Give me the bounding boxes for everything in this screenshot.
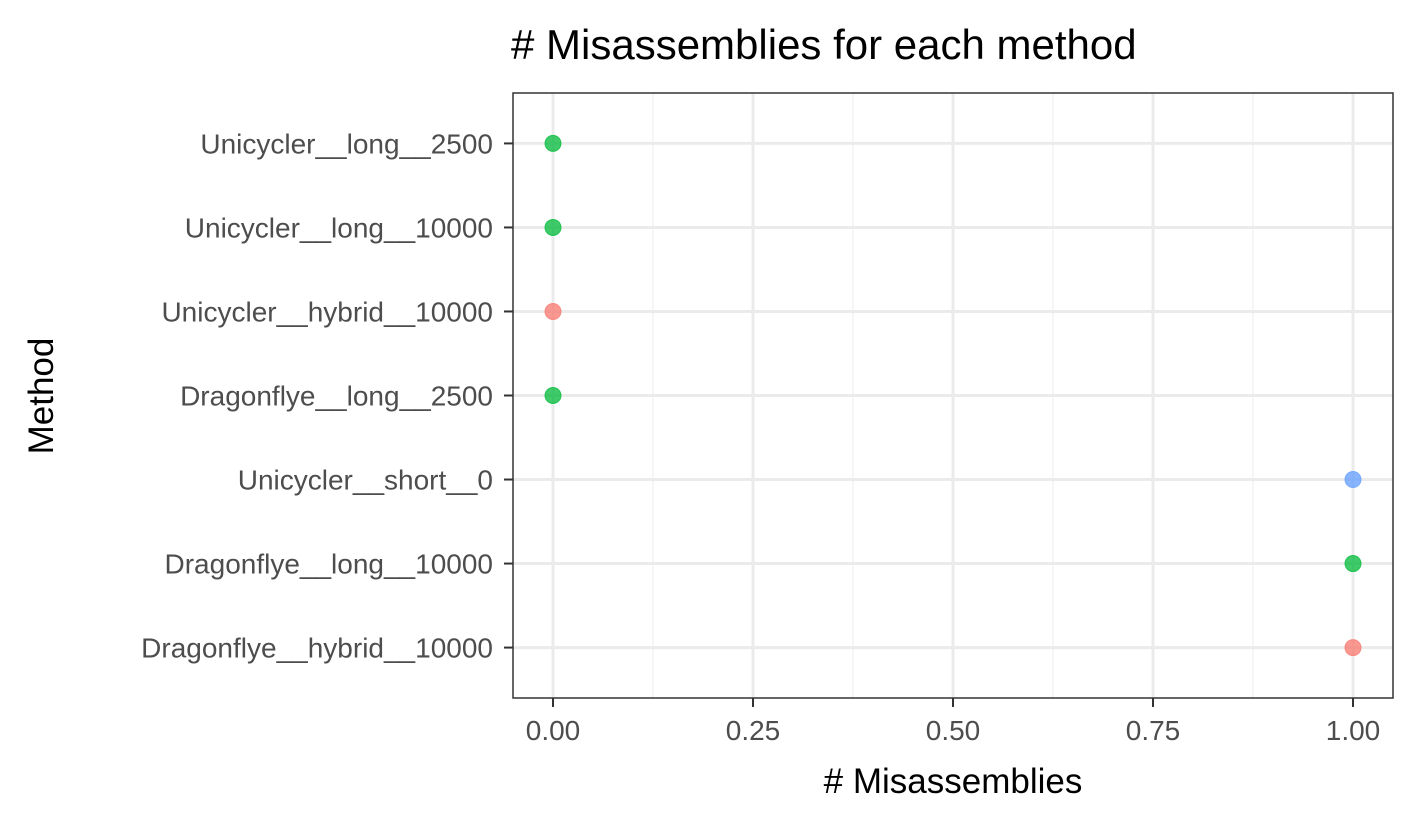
y-axis-ticks: Unicycler__long__2500 Unicycler__long__10… [141, 128, 513, 664]
y-tick-label: Unicycler__short__0 [238, 465, 493, 496]
data-point [544, 387, 562, 404]
data-point [1344, 471, 1362, 489]
data-point [544, 134, 562, 152]
x-axis-title: # Misassemblies [824, 762, 1083, 801]
y-axis-title: Method [22, 338, 61, 455]
data-points [544, 134, 1362, 657]
x-tick-label: 0.75 [1126, 715, 1181, 746]
data-point [1344, 639, 1362, 657]
data-point [1344, 555, 1362, 573]
x-tick-label: 0.50 [926, 715, 981, 746]
data-point [544, 302, 562, 320]
major-gridlines [513, 93, 1393, 698]
x-axis-ticks: 0.00 0.25 0.50 0.75 1.00 [526, 698, 1381, 746]
y-tick-label: Unicycler__hybrid__10000 [161, 296, 493, 327]
y-tick-label: Dragonflye__hybrid__10000 [141, 633, 493, 664]
y-tick-label: Unicycler__long__10000 [185, 212, 493, 243]
y-tick-label: Dragonflye__long__2500 [180, 381, 493, 412]
chart-title: # Misassemblies for each method [511, 21, 1137, 68]
y-tick-label: Dragonflye__long__10000 [165, 549, 494, 580]
x-tick-label: 0.25 [726, 715, 781, 746]
x-tick-label: 0.00 [526, 715, 581, 746]
data-point [544, 218, 562, 236]
x-tick-label: 1.00 [1326, 715, 1381, 746]
y-tick-label: Unicycler__long__2500 [200, 128, 493, 159]
